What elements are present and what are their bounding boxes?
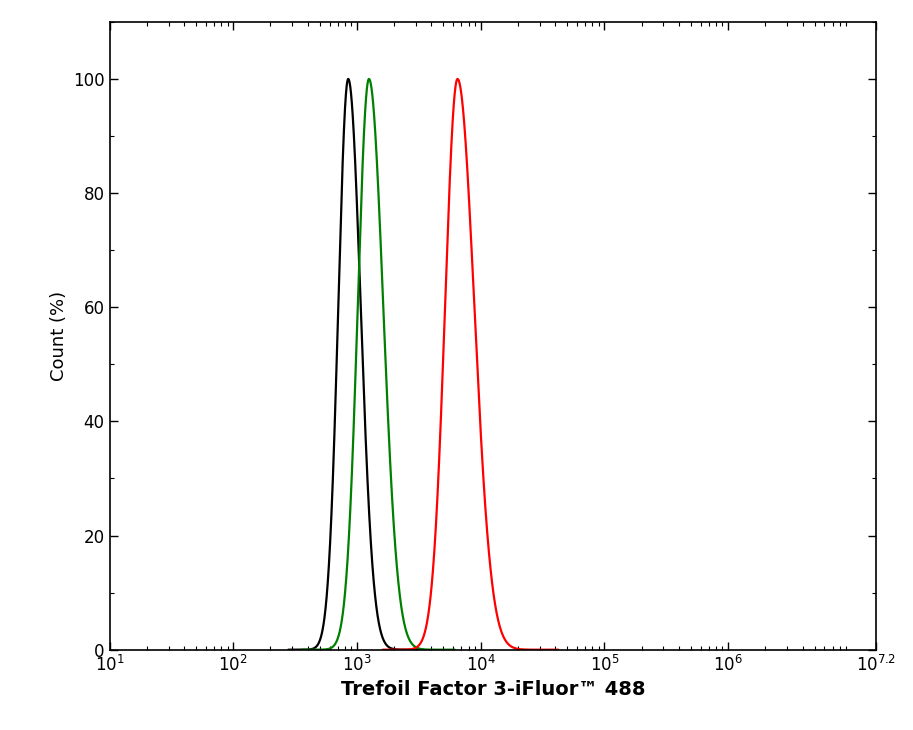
X-axis label: Trefoil Factor 3-iFluor™ 488: Trefoil Factor 3-iFluor™ 488 bbox=[341, 680, 645, 699]
Y-axis label: Count (%): Count (%) bbox=[49, 291, 68, 381]
